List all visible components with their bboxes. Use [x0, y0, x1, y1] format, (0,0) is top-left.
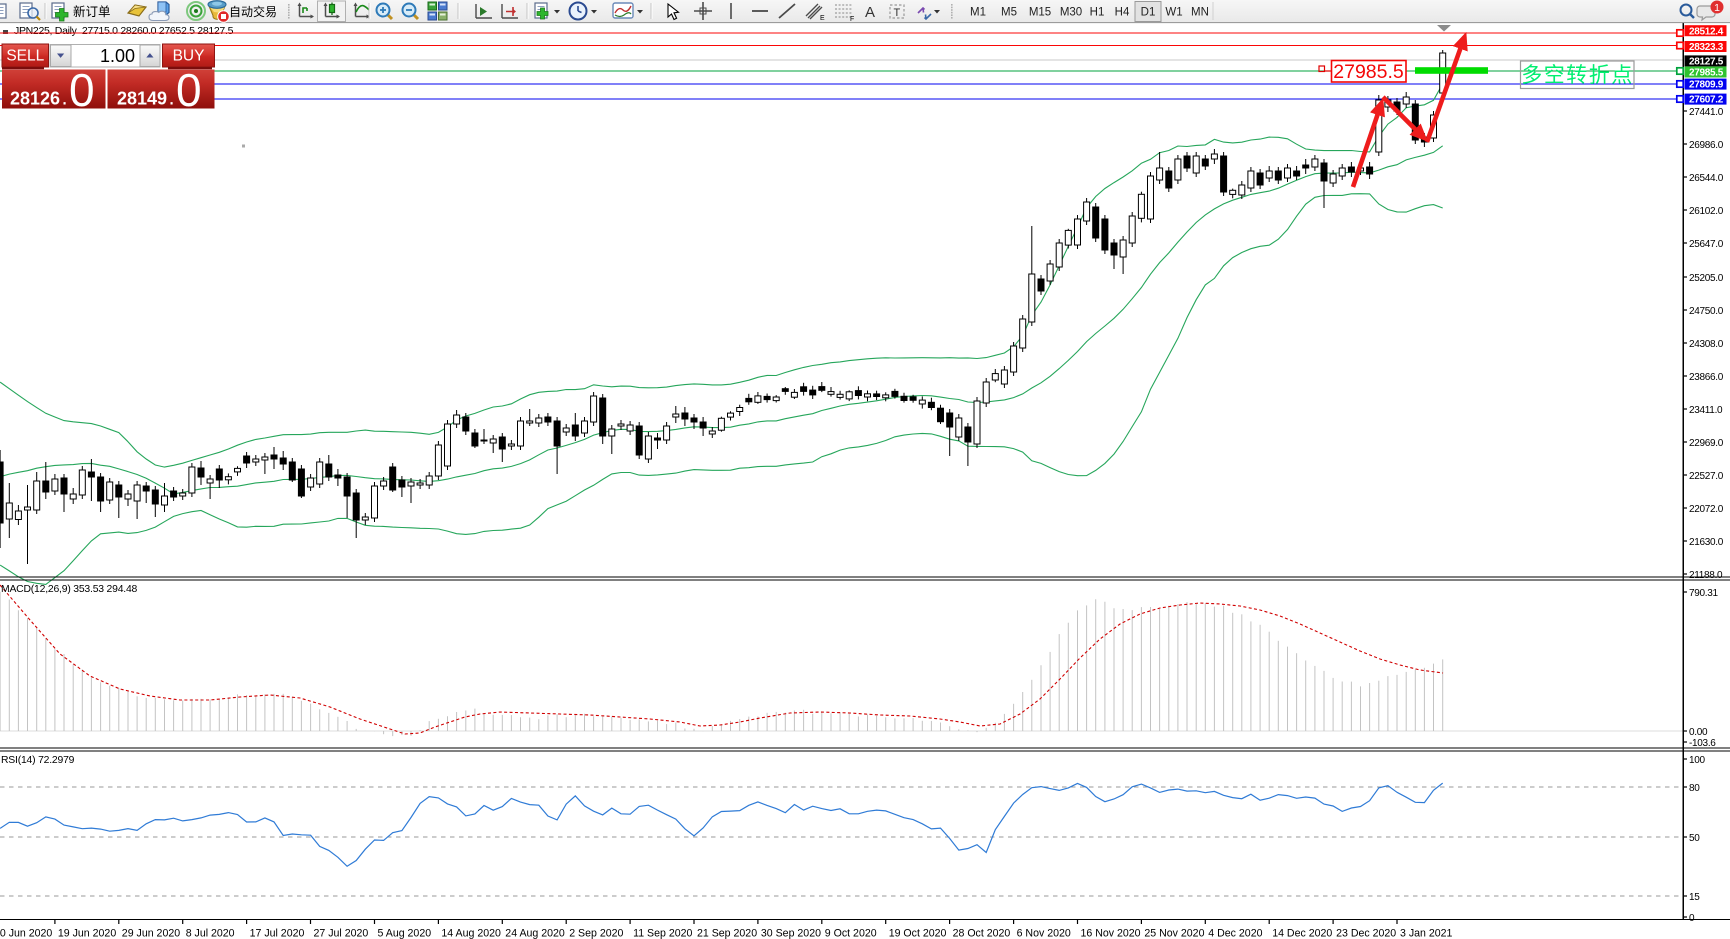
- svg-text:19 Jun 2020: 19 Jun 2020: [58, 928, 116, 939]
- svg-text:30 Sep 2020: 30 Sep 2020: [761, 928, 821, 939]
- svg-text:D1: D1: [1141, 7, 1156, 19]
- svg-text:W1: W1: [1165, 7, 1182, 19]
- svg-text:BUY: BUY: [173, 48, 205, 65]
- svg-text:27985.5: 27985.5: [1333, 61, 1404, 83]
- svg-text:F: F: [850, 16, 854, 23]
- svg-text:19 Oct 2020: 19 Oct 2020: [889, 928, 947, 939]
- svg-text:.: .: [62, 85, 68, 110]
- svg-text:24308.0: 24308.0: [1689, 339, 1724, 350]
- svg-text:H1: H1: [1090, 7, 1105, 19]
- svg-text:26986.0: 26986.0: [1689, 140, 1724, 151]
- svg-text:1: 1: [1714, 2, 1720, 14]
- svg-text:MN: MN: [1191, 7, 1209, 19]
- svg-text:790.31: 790.31: [1689, 588, 1719, 599]
- svg-text:28126: 28126: [10, 89, 60, 109]
- svg-text:27 Jul 2020: 27 Jul 2020: [314, 928, 369, 939]
- svg-text:22969.0: 22969.0: [1689, 438, 1724, 449]
- svg-text:80: 80: [1689, 783, 1700, 794]
- svg-text:25 Nov 2020: 25 Nov 2020: [1144, 928, 1204, 939]
- svg-text:28127.5: 28127.5: [1689, 57, 1724, 68]
- svg-text:22072.0: 22072.0: [1689, 504, 1724, 515]
- svg-text:15: 15: [1689, 892, 1700, 903]
- svg-text:27441.0: 27441.0: [1689, 107, 1724, 118]
- svg-text:17 Jul 2020: 17 Jul 2020: [250, 928, 305, 939]
- svg-text:50: 50: [1689, 833, 1700, 844]
- svg-text:25205.0: 25205.0: [1689, 273, 1724, 284]
- svg-text:RSI(14) 72.2979: RSI(14) 72.2979: [1, 755, 75, 766]
- svg-text:23411.0: 23411.0: [1689, 405, 1723, 416]
- svg-text:21188.0: 21188.0: [1689, 570, 1723, 581]
- svg-text:自动交易: 自动交易: [229, 4, 277, 19]
- svg-text:M1: M1: [970, 7, 986, 19]
- svg-text:11 Sep 2020: 11 Sep 2020: [633, 928, 692, 939]
- svg-text:JPN225, Daily 27715.0 28260.0: JPN225, Daily 27715.0 28260.0 27652.5 28…: [14, 25, 234, 37]
- svg-text:14 Aug 2020: 14 Aug 2020: [441, 928, 501, 939]
- svg-text:26544.0: 26544.0: [1689, 173, 1724, 184]
- svg-text:-103.6: -103.6: [1689, 738, 1716, 749]
- svg-text:3 Jan 2021: 3 Jan 2021: [1400, 928, 1453, 939]
- svg-text:8 Jul 2020: 8 Jul 2020: [186, 928, 235, 939]
- svg-text:6 Nov 2020: 6 Nov 2020: [1017, 928, 1071, 939]
- svg-text:28512.4: 28512.4: [1689, 26, 1724, 37]
- svg-text:27985.5: 27985.5: [1689, 68, 1724, 79]
- svg-text:多空转折点: 多空转折点: [1521, 64, 1634, 87]
- svg-text:26102.0: 26102.0: [1689, 206, 1724, 217]
- svg-text:E: E: [820, 15, 825, 22]
- svg-text:27607.2: 27607.2: [1689, 95, 1724, 106]
- svg-text:MACD(12,26,9) 353.53 294.48: MACD(12,26,9) 353.53 294.48: [1, 584, 138, 595]
- svg-text:23 Dec 2020: 23 Dec 2020: [1336, 928, 1396, 939]
- svg-text:10 Jun 2020: 10 Jun 2020: [0, 928, 52, 939]
- svg-text:25647.0: 25647.0: [1689, 239, 1724, 250]
- svg-text:5 Aug 2020: 5 Aug 2020: [378, 928, 432, 939]
- svg-text:14 Dec 2020: 14 Dec 2020: [1272, 928, 1332, 939]
- svg-text:23866.0: 23866.0: [1689, 372, 1724, 383]
- svg-text:100: 100: [1689, 755, 1706, 766]
- svg-text:H4: H4: [1115, 7, 1130, 19]
- svg-text:M30: M30: [1060, 7, 1082, 19]
- svg-text:M5: M5: [1001, 7, 1017, 19]
- svg-text:28149: 28149: [117, 89, 167, 109]
- svg-text:新订单: 新订单: [73, 4, 111, 19]
- svg-text:21630.0: 21630.0: [1689, 537, 1724, 548]
- svg-text:SELL: SELL: [6, 48, 44, 65]
- svg-text:16 Nov 2020: 16 Nov 2020: [1081, 928, 1141, 939]
- svg-text:M15: M15: [1029, 7, 1051, 19]
- svg-text:1.00: 1.00: [100, 46, 135, 66]
- svg-text:9 Oct 2020: 9 Oct 2020: [825, 928, 877, 939]
- svg-text:0: 0: [1689, 913, 1695, 924]
- svg-text:A: A: [865, 4, 875, 21]
- svg-text:2 Sep 2020: 2 Sep 2020: [569, 928, 623, 939]
- svg-text:.: .: [169, 85, 175, 110]
- svg-text:0.00: 0.00: [1689, 727, 1708, 738]
- svg-text:22527.0: 22527.0: [1689, 471, 1724, 482]
- svg-text:29 Jun 2020: 29 Jun 2020: [122, 928, 180, 939]
- svg-text:28323.3: 28323.3: [1689, 42, 1724, 53]
- svg-text:24 Aug 2020: 24 Aug 2020: [505, 928, 565, 939]
- svg-text:4 Dec 2020: 4 Dec 2020: [1208, 928, 1262, 939]
- svg-text:28 Oct 2020: 28 Oct 2020: [953, 928, 1011, 939]
- svg-text:24750.0: 24750.0: [1689, 306, 1724, 317]
- svg-text:0: 0: [69, 64, 95, 116]
- svg-text:27809.9: 27809.9: [1689, 80, 1724, 91]
- svg-text:0: 0: [176, 64, 202, 116]
- svg-text:T: T: [894, 7, 901, 19]
- svg-text:21 Sep 2020: 21 Sep 2020: [697, 928, 757, 939]
